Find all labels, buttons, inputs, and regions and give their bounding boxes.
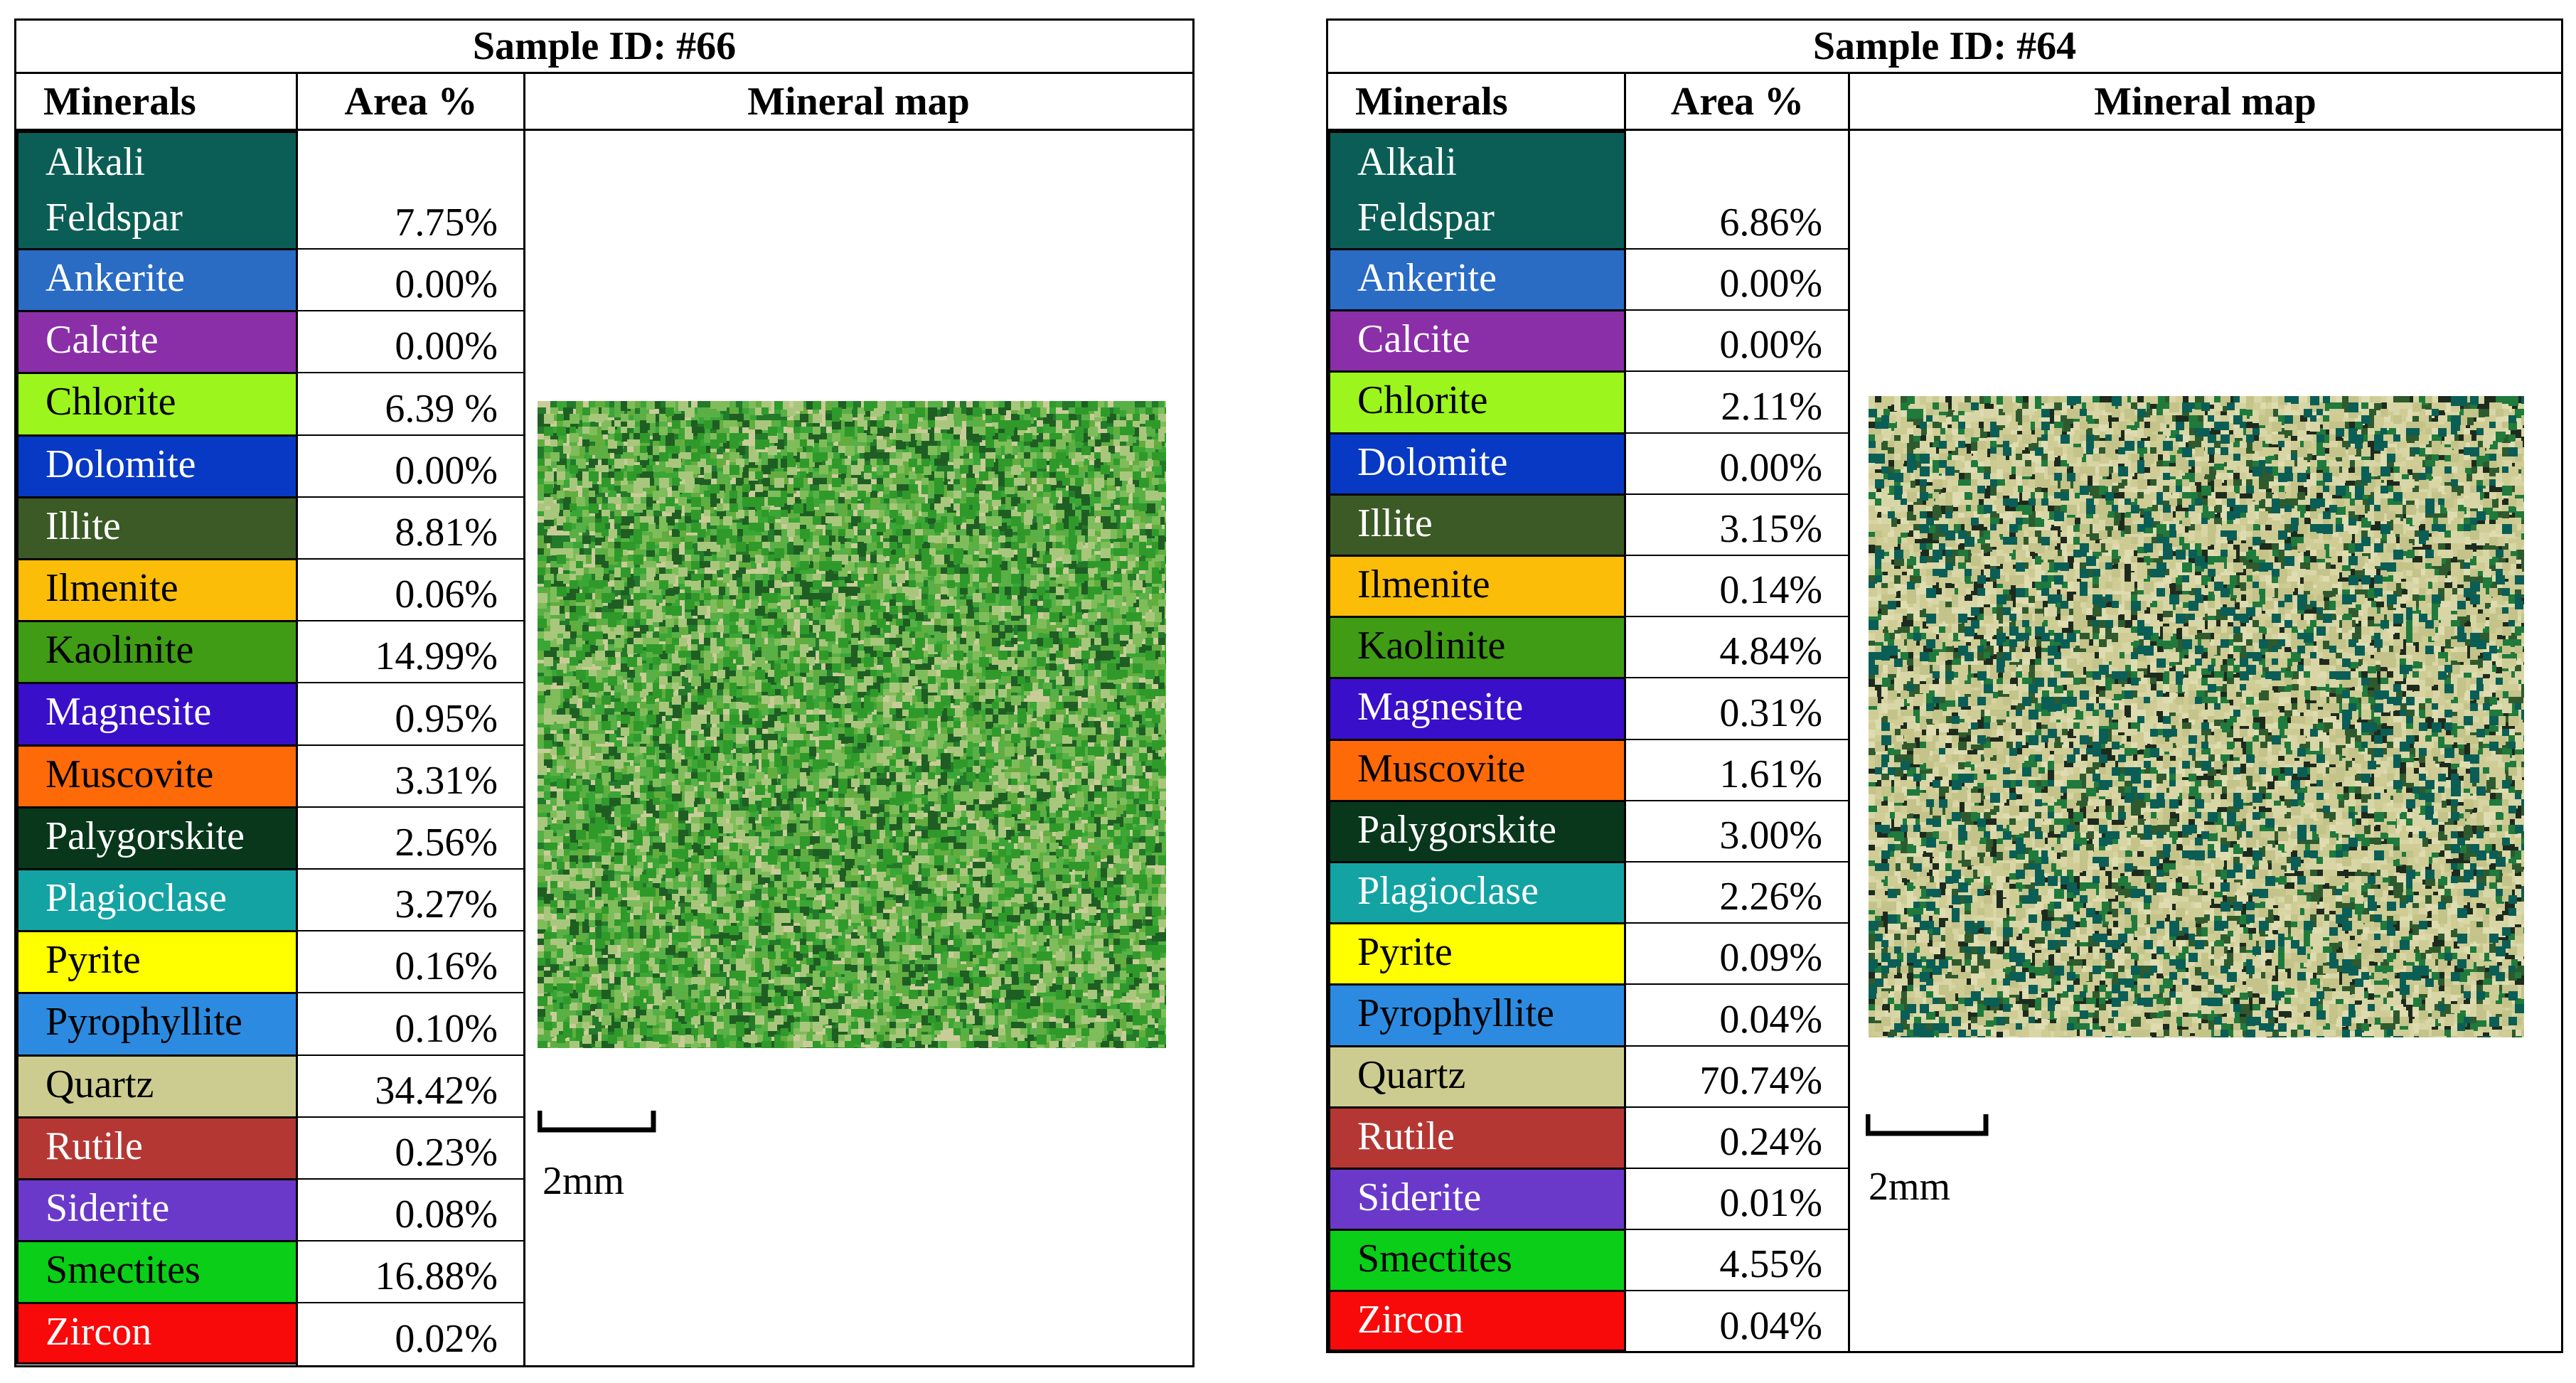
mineral-name-cell: Illite: [1328, 493, 1626, 555]
minerals-header: Minerals: [1328, 74, 1625, 131]
area-value-cell: 0.31%: [1626, 677, 1848, 738]
mineral-name-cell: Muscovite: [1328, 738, 1626, 800]
area-value-cell: 2.56%: [298, 806, 523, 868]
mineral-name-cell: Quartz: [1328, 1045, 1626, 1106]
area-value-cell: 4.84%: [1626, 616, 1848, 677]
mineral-name-cell: Ilmenite: [1328, 555, 1626, 616]
area-value-cell: 1.61%: [1626, 738, 1848, 800]
area-header: Area %: [1625, 74, 1849, 131]
area-value-cell: 0.00%: [298, 248, 523, 310]
area-value-cell: 6.86%: [1719, 201, 1822, 245]
mineral-name-cell: Alkali Feldspar: [1328, 131, 1626, 248]
area-value-cell: 0.01%: [1626, 1168, 1848, 1229]
map-header: Mineral map: [1849, 74, 2561, 131]
column-divider: [523, 74, 525, 1365]
mineral-name-cell: Dolomite: [16, 434, 298, 496]
mineral-name-cell: Chlorite: [16, 372, 298, 434]
mineral-name-cell: Pyrite: [16, 930, 298, 993]
mineral-name-cell: Pyrite: [1328, 922, 1626, 984]
mineral-name-cell: Siderite: [16, 1178, 298, 1241]
area-value-cell: 34.42%: [298, 1054, 523, 1116]
sample-panel-66: Sample ID: #66 Minerals Area % Mineral m…: [14, 18, 1195, 1367]
area-value-cell: 8.81%: [298, 496, 523, 558]
area-value-cell: 0.00%: [298, 434, 523, 496]
mineral-name-cell: Dolomite: [1328, 432, 1626, 493]
mineral-name-cell: Muscovite: [16, 744, 298, 806]
area-value-cell: 0.00%: [1626, 432, 1848, 493]
area-value-cell: 3.15%: [1626, 493, 1848, 555]
area-value-cell: 0.10%: [298, 992, 523, 1054]
area-header: Area %: [297, 74, 525, 131]
mineral-name-cell: Smectites: [16, 1240, 298, 1303]
area-value-cell: 0.16%: [298, 930, 523, 992]
mineral-name-cell: Magnesite: [1328, 677, 1626, 739]
area-value-cell: 0.95%: [298, 682, 523, 744]
mineral-name-cell: Plagioclase: [1328, 861, 1626, 923]
area-value-cell: 4.55%: [1626, 1229, 1848, 1290]
mineral-name-cell: Magnesite: [16, 682, 298, 744]
mineral-name-cell: Pyrophyllite: [1328, 983, 1626, 1045]
area-value-cell: 7.75%: [395, 201, 498, 245]
mineral-name-cell: Plagioclase: [16, 868, 298, 931]
scale-label: 2mm: [543, 1159, 625, 1203]
area-value-cell: 0.00%: [298, 310, 523, 372]
mineral-name-cell: Quartz: [16, 1054, 298, 1116]
area-value-cell: 0.04%: [1626, 983, 1848, 1045]
area-value-cell: 3.31%: [298, 744, 523, 806]
mineral-name-cell: Rutile: [16, 1116, 298, 1178]
area-value-cell: 0.04%: [1626, 1290, 1848, 1351]
mineral-name-cell: Chlorite: [1328, 370, 1626, 432]
mineral-map-image: [1869, 396, 2524, 1037]
scale-bar: [1866, 1114, 1989, 1136]
area-value-cell: 0.23%: [298, 1116, 523, 1178]
mineral-name-cell: Palygorskite: [1328, 799, 1626, 861]
area-value-cell: 0.14%: [1626, 555, 1848, 616]
scale-bar: [538, 1111, 656, 1133]
area-value-cell: 16.88%: [298, 1240, 523, 1302]
area-value-cell: 2.11%: [1626, 370, 1848, 432]
mineral-name-cell: Zircon: [16, 1302, 298, 1365]
mineral-name-cell: Ilmenite: [16, 558, 298, 621]
area-value-cell: 14.99%: [298, 620, 523, 682]
area-value-cell: 0.00%: [1626, 248, 1848, 309]
area-value-cell: 0.06%: [298, 558, 523, 620]
mineral-name-cell: Ankerite: [16, 248, 298, 311]
mineral-name-cell: Calcite: [16, 310, 298, 373]
mineral-name-cell: Illite: [16, 496, 298, 558]
mineral-map-image: [538, 401, 1166, 1048]
area-value-cell: 0.02%: [298, 1302, 523, 1364]
mineral-name-cell: Ankerite: [1328, 248, 1626, 310]
mineral-name-cell: Siderite: [1328, 1168, 1626, 1229]
mineral-name-cell: Smectites: [1328, 1229, 1626, 1291]
area-value-cell: 70.74%: [1626, 1045, 1848, 1106]
mineral-name-cell: Rutile: [1328, 1106, 1626, 1168]
sample-panel-64: Sample ID: #64 Minerals Area % Mineral m…: [1326, 18, 2563, 1353]
area-value-cell: 0.09%: [1626, 922, 1848, 983]
mineral-name-cell: Palygorskite: [16, 806, 298, 868]
sample-title: Sample ID: #66: [16, 21, 1192, 74]
minerals-header: Minerals: [16, 74, 297, 131]
map-header: Mineral map: [525, 74, 1192, 131]
area-value-cell: 2.26%: [1626, 861, 1848, 922]
area-value-cell: 0.24%: [1626, 1106, 1848, 1168]
scale-label: 2mm: [1869, 1165, 1951, 1209]
area-value-cell: 0.00%: [1626, 309, 1848, 370]
area-value-cell: 3.00%: [1626, 799, 1848, 861]
mineral-name-cell: Pyrophyllite: [16, 992, 298, 1054]
mineral-name-cell: Alkali Feldspar: [16, 131, 298, 248]
mineral-name-cell: Zircon: [1328, 1290, 1626, 1352]
mineral-name-cell: Calcite: [1328, 309, 1626, 371]
mineral-name-cell: Kaolinite: [1328, 616, 1626, 678]
area-value-cell: 6.39 %: [298, 372, 523, 434]
area-value-cell: 0.08%: [298, 1178, 523, 1240]
area-value-cell: 3.27%: [298, 868, 523, 930]
mineral-name-cell: Kaolinite: [16, 620, 298, 683]
sample-title: Sample ID: #64: [1328, 21, 2561, 74]
column-divider: [1848, 74, 1850, 1351]
